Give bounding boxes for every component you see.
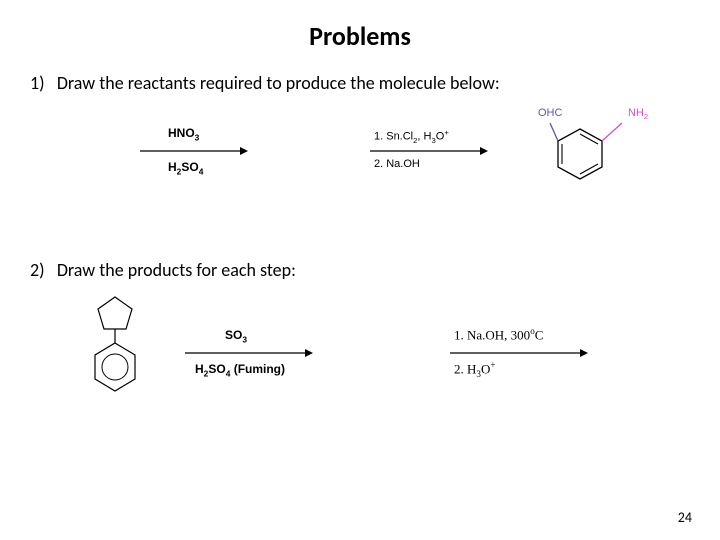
page-title: Problems bbox=[0, 0, 720, 52]
arrow-2b: 1. Na.OH, 300oC 2. H3O+ bbox=[450, 346, 590, 365]
reagent-h2so4-fuming: H2SO4 (Fuming) bbox=[195, 362, 285, 378]
q1-text: Draw the reactants required to produce t… bbox=[57, 72, 500, 94]
page-number: 24 bbox=[678, 509, 692, 526]
reagent-so3: SO3 bbox=[225, 328, 247, 344]
label-ohc: OHC bbox=[538, 107, 562, 119]
product-molecule: OHC NH2 bbox=[520, 109, 660, 204]
question-1: 1) Draw the reactants required to produc… bbox=[0, 52, 720, 104]
reagent-hno3: HNO3 bbox=[168, 126, 199, 142]
start-material bbox=[80, 291, 150, 411]
question-2: 2) Draw the products for each step: bbox=[0, 224, 720, 291]
q2-num: 2) bbox=[30, 259, 45, 281]
arrow-2a: SO3 H2SO4 (Fuming) bbox=[185, 346, 315, 365]
arrow-1b: 1. Sn.Cl2, H3O+ 2. Na.OH bbox=[370, 144, 490, 163]
label-nh2: NH2 bbox=[628, 107, 648, 121]
reagent-h3o: 2. H3O+ bbox=[454, 360, 495, 379]
q1-num: 1) bbox=[30, 72, 45, 94]
reagent-h2so4: H2SO4 bbox=[168, 160, 203, 176]
reaction-scheme-2: SO3 H2SO4 (Fuming) 1. Na.OH, 300oC 2. H3… bbox=[0, 291, 720, 441]
reagent-naoh: 2. Na.OH bbox=[374, 158, 420, 170]
reagent-naoh-300c: 1. Na.OH, 300oC bbox=[454, 326, 543, 343]
reagent-sncl2: 1. Sn.Cl2, H3O+ bbox=[374, 128, 449, 145]
benzene-ring-product bbox=[520, 109, 660, 199]
reaction-scheme-1: HNO3 H2SO4 1. Sn.Cl2, H3O+ 2. Na.OH OHC … bbox=[0, 104, 720, 224]
arrow-1a: HNO3 H2SO4 bbox=[140, 144, 250, 163]
q2-text: Draw the products for each step: bbox=[57, 259, 296, 281]
